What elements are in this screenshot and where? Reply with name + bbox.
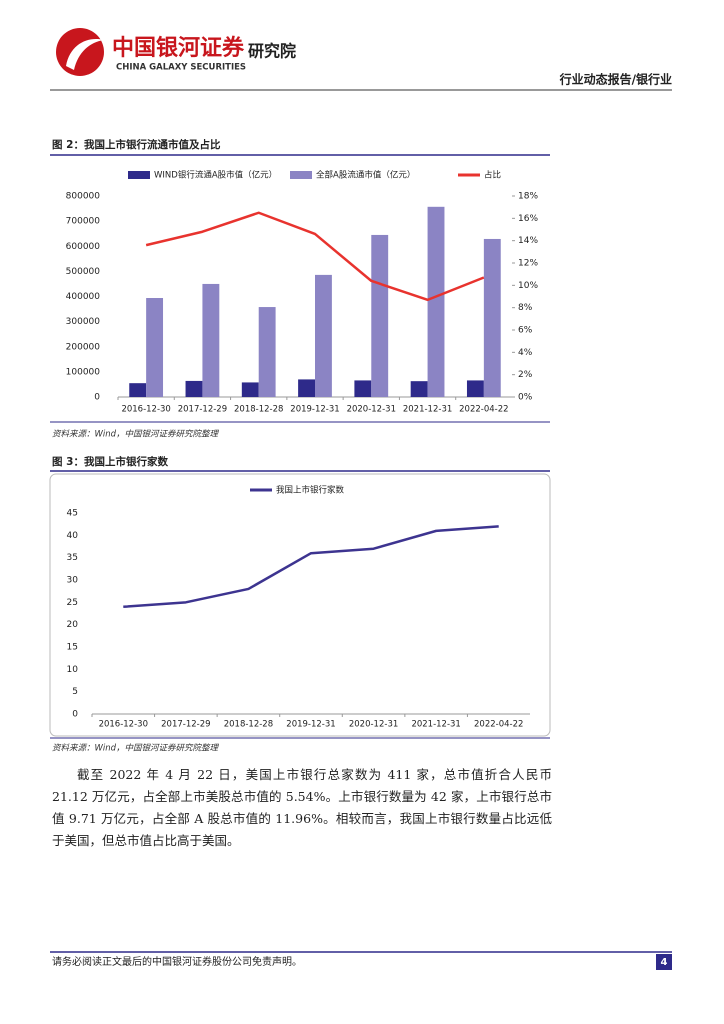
x-tick-label: 2018-12-28 xyxy=(234,405,283,415)
bar xyxy=(427,206,445,397)
y-tick-label: 800000 xyxy=(66,192,101,202)
y-tick-label: 45 xyxy=(67,509,78,519)
logo-cn: 中国银河证券 xyxy=(112,35,245,61)
legend-label: WIND银行流通A股市值（亿元） xyxy=(154,170,277,181)
bar xyxy=(241,382,259,397)
bar xyxy=(315,274,332,397)
bar xyxy=(129,383,147,397)
y-tick-label: 500000 xyxy=(66,267,101,277)
institute: 研究院 xyxy=(248,42,296,61)
source-note: 资料来源：Wind，中国银河证券研究院整理 xyxy=(52,429,220,440)
logo-en: CHINA GALAXY SECURITIES xyxy=(116,63,246,73)
legend-label: 全部A股流通市值（亿元） xyxy=(316,170,415,181)
x-tick-label: 2018-12-28 xyxy=(224,720,273,730)
y2-tick-label: 8% xyxy=(518,303,533,313)
chart-frame xyxy=(49,473,551,737)
y-tick-label: 15 xyxy=(67,643,78,653)
body-paragraph: 截至 2022 年 4 月 22 日，美国上市银行总家数为 411 家，总市值折… xyxy=(52,767,552,848)
y-tick-label: 20 xyxy=(67,620,79,630)
x-tick-label: 2016-12-30 xyxy=(99,720,148,730)
bar xyxy=(354,380,372,397)
bar xyxy=(202,283,220,397)
x-tick-label: 2017-12-29 xyxy=(178,405,227,415)
y2-tick-label: 12% xyxy=(518,259,538,269)
bar xyxy=(466,380,484,397)
bar xyxy=(371,234,389,397)
y2-tick-label: 0% xyxy=(518,393,533,403)
page-box xyxy=(656,954,672,970)
y-tick-label: 400000 xyxy=(66,292,101,302)
logo xyxy=(56,28,104,76)
logo-swoosh xyxy=(66,39,104,70)
y-tick-label: 100000 xyxy=(66,367,101,377)
x-tick-label: 2017-12-29 xyxy=(161,720,210,730)
y-tick-label: 30 xyxy=(67,576,79,586)
x-tick-label: 2022-04-22 xyxy=(459,405,508,415)
y-tick-label: 5 xyxy=(72,687,78,697)
figure-caption: 图 2：我国上市银行流通市值及占比 xyxy=(52,138,221,151)
x-tick-label: 2019-12-31 xyxy=(286,720,335,730)
legend-label: 我国上市银行家数 xyxy=(276,485,345,496)
bar xyxy=(146,298,164,397)
y2-tick-label: 10% xyxy=(518,281,538,291)
disclaimer: 请务必阅读正文最后的中国银河证券股份公司免责声明。 xyxy=(52,955,302,968)
legend-swatch xyxy=(128,171,150,179)
bar xyxy=(185,380,203,397)
bar xyxy=(258,307,276,397)
x-tick-label: 2021-12-31 xyxy=(403,405,452,415)
x-tick-label: 2019-12-31 xyxy=(290,405,339,415)
y2-tick-label: 16% xyxy=(518,214,538,224)
y-tick-label: 300000 xyxy=(66,317,101,327)
bar xyxy=(298,379,315,397)
line-series xyxy=(145,211,485,302)
y-tick-label: 25 xyxy=(67,598,78,608)
y-tick-label: 0 xyxy=(72,710,78,720)
x-tick-label: 2020-12-31 xyxy=(349,720,398,730)
y-tick-label: 200000 xyxy=(66,342,101,352)
x-tick-label: 2022-04-22 xyxy=(474,720,523,730)
y-tick-label: 10 xyxy=(67,665,79,675)
y2-tick-label: 14% xyxy=(518,236,538,246)
legend-label: 占比 xyxy=(484,170,501,181)
y2-tick-label: 6% xyxy=(518,326,533,336)
x-tick-label: 2020-12-31 xyxy=(347,405,396,415)
figure-caption: 图 3：我国上市银行家数 xyxy=(52,455,168,468)
legend-swatch xyxy=(290,171,312,179)
x-tick-label: 2016-12-30 xyxy=(121,405,170,415)
y2-tick-label: 4% xyxy=(518,348,533,358)
y-tick-label: 0 xyxy=(94,393,100,403)
page-number: 4 xyxy=(661,957,668,968)
report-type: 行业动态报告/银行业 xyxy=(559,72,672,87)
y-tick-label: 35 xyxy=(67,553,78,563)
x-tick-label: 2021-12-31 xyxy=(411,720,460,730)
y-tick-label: 700000 xyxy=(66,217,101,227)
y2-tick-label: 18% xyxy=(518,192,538,202)
bar xyxy=(410,381,428,397)
bar xyxy=(483,238,501,397)
line-series xyxy=(123,525,499,609)
y-tick-label: 40 xyxy=(67,531,79,541)
y2-tick-label: 2% xyxy=(518,370,533,380)
source-note: 资料来源：Wind，中国银河证券研究院整理 xyxy=(52,743,220,754)
y-tick-label: 600000 xyxy=(66,242,101,252)
